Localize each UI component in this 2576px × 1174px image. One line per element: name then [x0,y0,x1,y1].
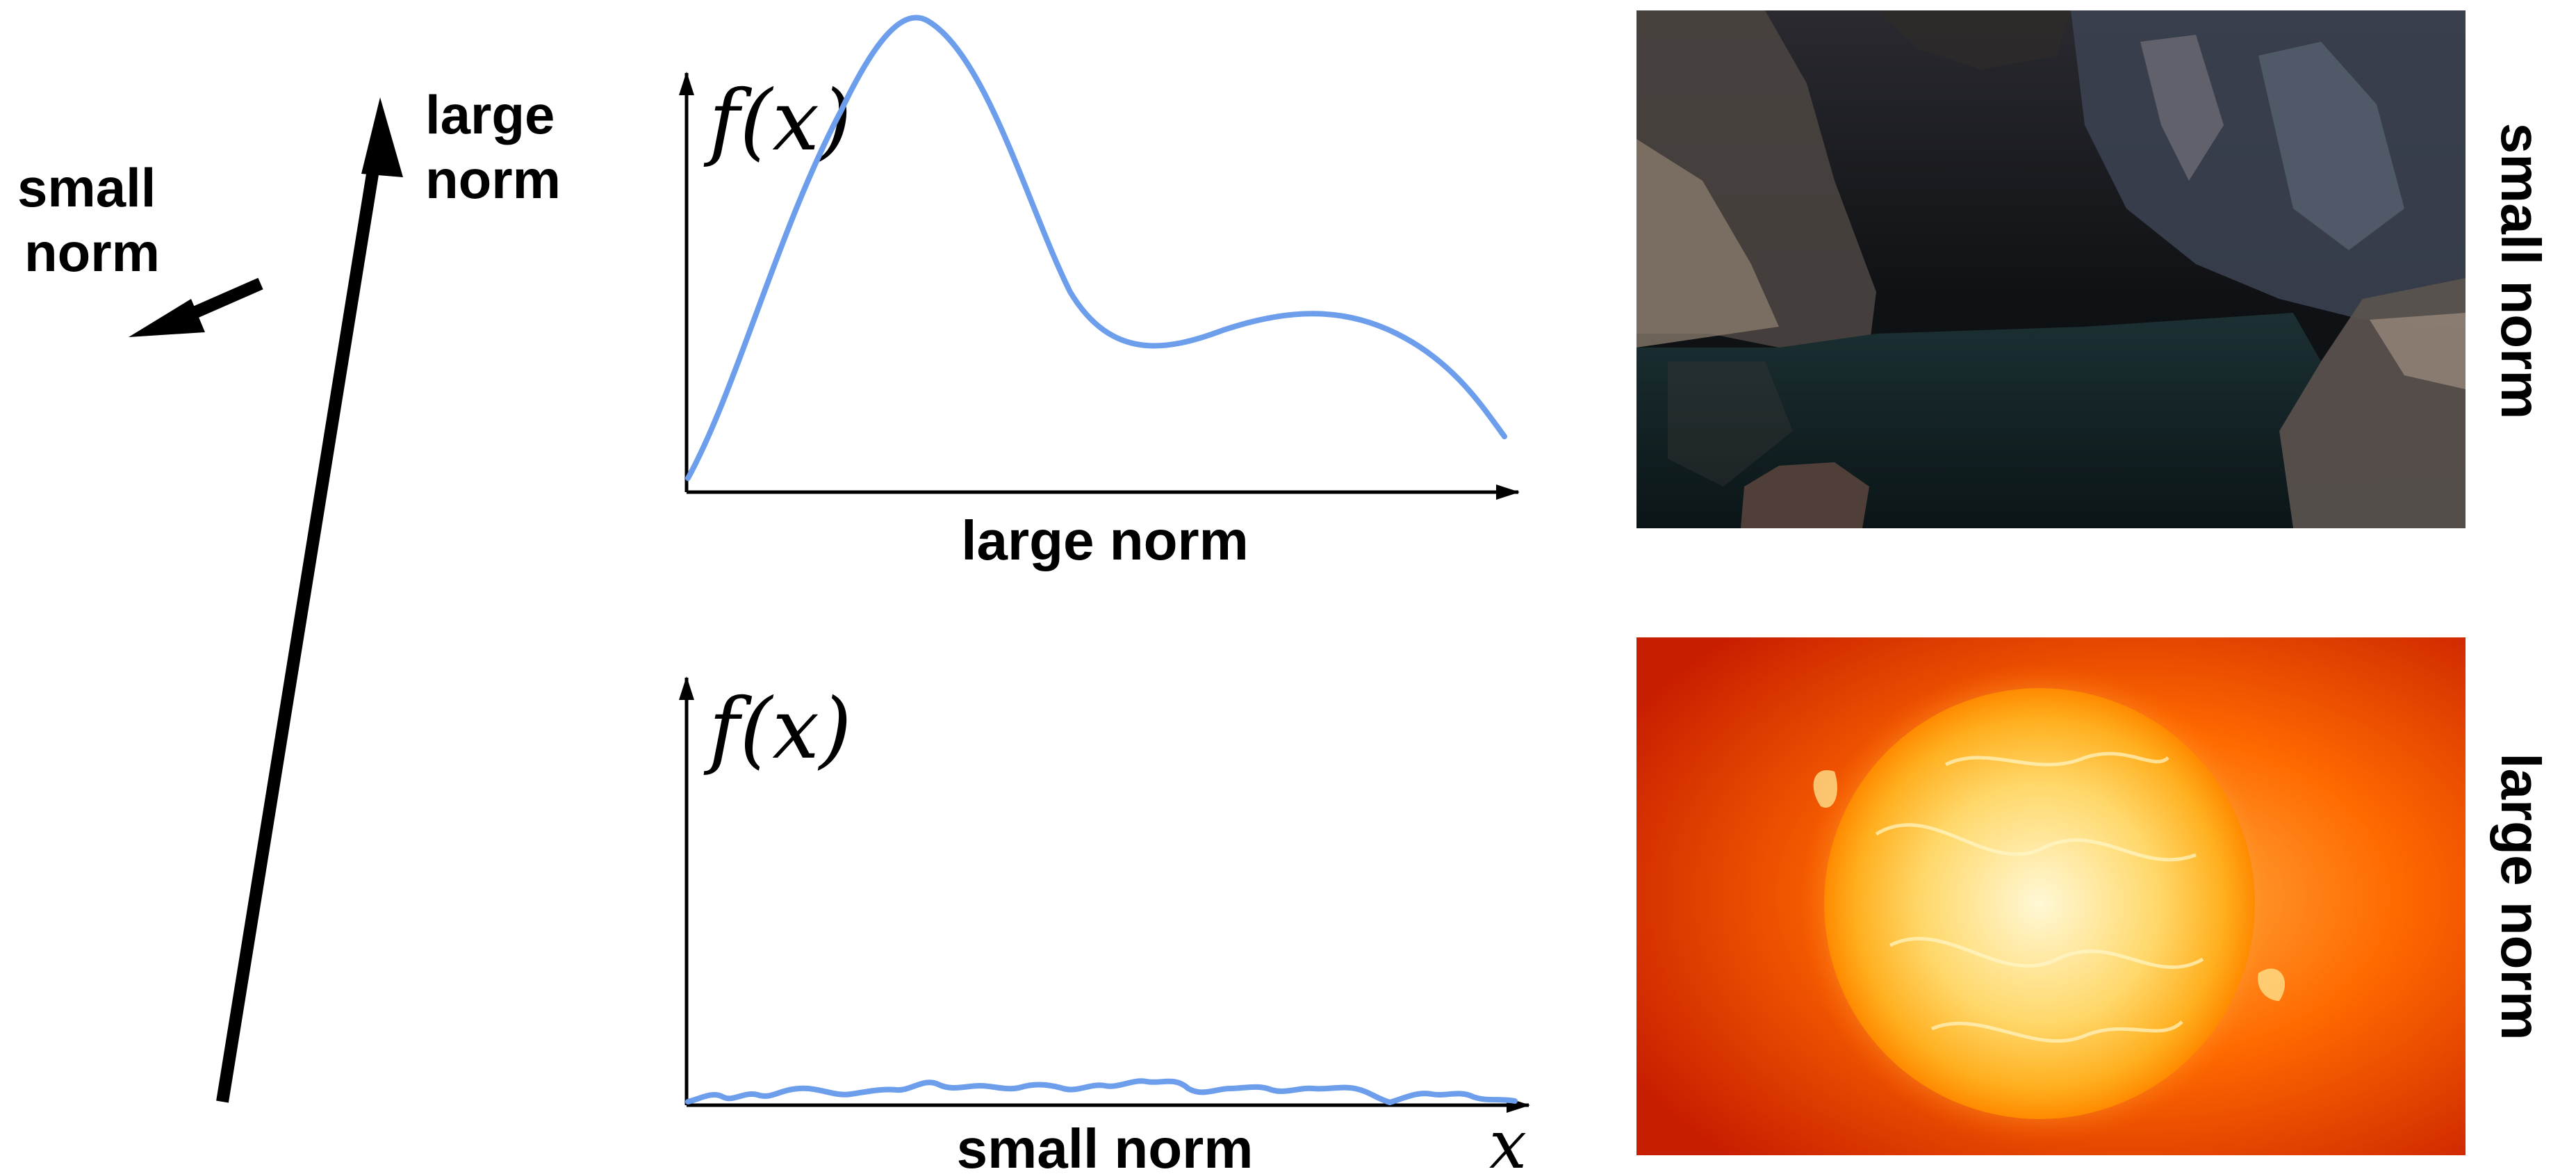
large-norm-arrowhead [361,97,403,177]
plot2-caption: small norm [957,1118,1254,1174]
cave-side-label: small norm [2490,123,2552,420]
plot2-curve [685,1078,1518,1106]
plot2-x-label: x [1489,1106,1527,1174]
small-norm-vector [129,277,263,337]
small-norm-label-line1: small [17,157,156,218]
large-norm-vector [216,97,403,1103]
plot1-curve [685,15,1507,481]
plot2-y-label: f(x) [703,681,852,778]
plot-small-norm: f(x) small norm x [679,676,1530,1174]
large-norm-label-line2: norm [425,149,561,210]
large-norm-label-line1: large [425,84,555,145]
small-norm-label-line2: norm [24,222,160,283]
plot1-caption: large norm [961,509,1248,571]
cave-image [1636,10,2466,528]
small-norm-arrowhead [129,299,205,337]
plot-large-norm: f(x) large norm [679,15,1520,571]
large-norm-arrow-shaft [216,134,385,1103]
sun-side-label: large norm [2490,753,2552,1040]
sun-image [1636,637,2466,1155]
plot1-y-label: f(x) [703,73,852,170]
